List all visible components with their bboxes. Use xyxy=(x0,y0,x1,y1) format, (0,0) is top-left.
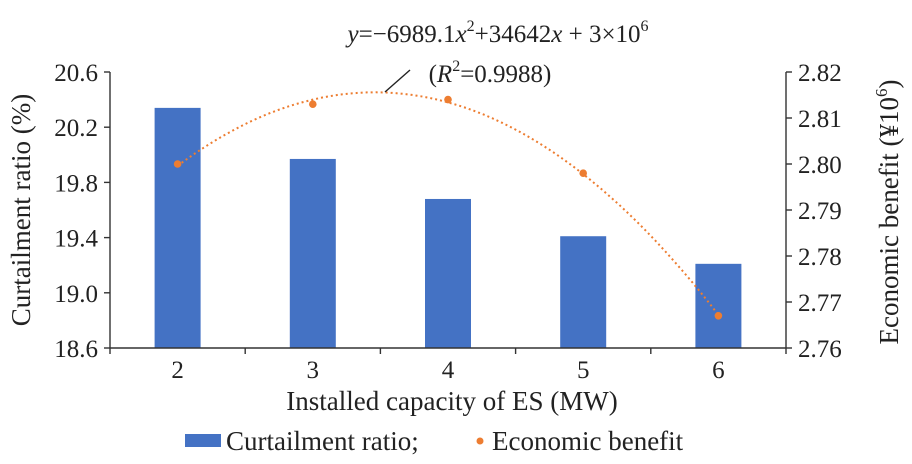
points-group xyxy=(173,95,723,320)
legend-label-economic-benefit: Economic benefit xyxy=(492,426,684,456)
left-tick-label: 20.2 xyxy=(54,115,98,142)
left-tick-label: 19.8 xyxy=(54,170,98,197)
left-axis-title: Curtailment ratio (%) xyxy=(6,94,36,326)
right-tick-label: 2.79 xyxy=(798,198,842,225)
right-axis-title: Economic benefit (¥106) xyxy=(872,80,904,345)
left-tick-label: 18.6 xyxy=(54,336,98,363)
legend-label-curtailment-ratio: Curtailment ratio; xyxy=(226,426,419,456)
bar-5 xyxy=(560,236,607,348)
legend-swatch-curtailment-ratio xyxy=(185,434,221,447)
bar-3 xyxy=(289,158,336,348)
annotation-leader-line xyxy=(384,69,411,93)
left-tick-label: 20.6 xyxy=(54,60,98,87)
point-2 xyxy=(173,160,182,168)
legend-marker-economic-benefit xyxy=(476,437,484,445)
point-4 xyxy=(444,95,452,104)
x-tick-label: 3 xyxy=(307,357,320,384)
right-tick-label: 2.82 xyxy=(798,60,842,87)
trendline-r2: (R2=0.9988) xyxy=(429,58,552,88)
left-tick-label: 19.0 xyxy=(54,281,98,308)
point-6 xyxy=(714,312,723,320)
bar-2 xyxy=(154,107,201,348)
bar-6 xyxy=(695,263,742,348)
right-tick-label: 2.81 xyxy=(798,106,842,133)
point-3 xyxy=(309,100,317,108)
axes-group: 18.6 19.0 19.4 19.8 20.2 20.6 2.76 2.77 2.78 2.79… xyxy=(54,60,842,384)
x-tick-label: 5 xyxy=(577,357,590,384)
x-tick-label: 6 xyxy=(712,357,725,384)
bar-4 xyxy=(425,198,471,348)
point-5 xyxy=(579,169,587,177)
x-tick-label: 2 xyxy=(171,357,184,384)
trendline-equation: y=−6989.1x2+34642x + 3×106 xyxy=(344,18,648,48)
legend: Curtailment ratio; Economic benefit xyxy=(185,426,684,456)
right-tick-label: 2.78 xyxy=(798,244,842,271)
left-tick-label: 19.4 xyxy=(54,226,98,253)
x-tick-label: 4 xyxy=(442,357,455,384)
right-tick-label: 2.80 xyxy=(798,152,842,179)
right-tick-label: 2.76 xyxy=(798,336,842,363)
x-axis-title: Installed capacity of ES (MW) xyxy=(286,386,617,416)
bars-group xyxy=(154,107,742,348)
right-tick-label: 2.77 xyxy=(798,290,842,317)
